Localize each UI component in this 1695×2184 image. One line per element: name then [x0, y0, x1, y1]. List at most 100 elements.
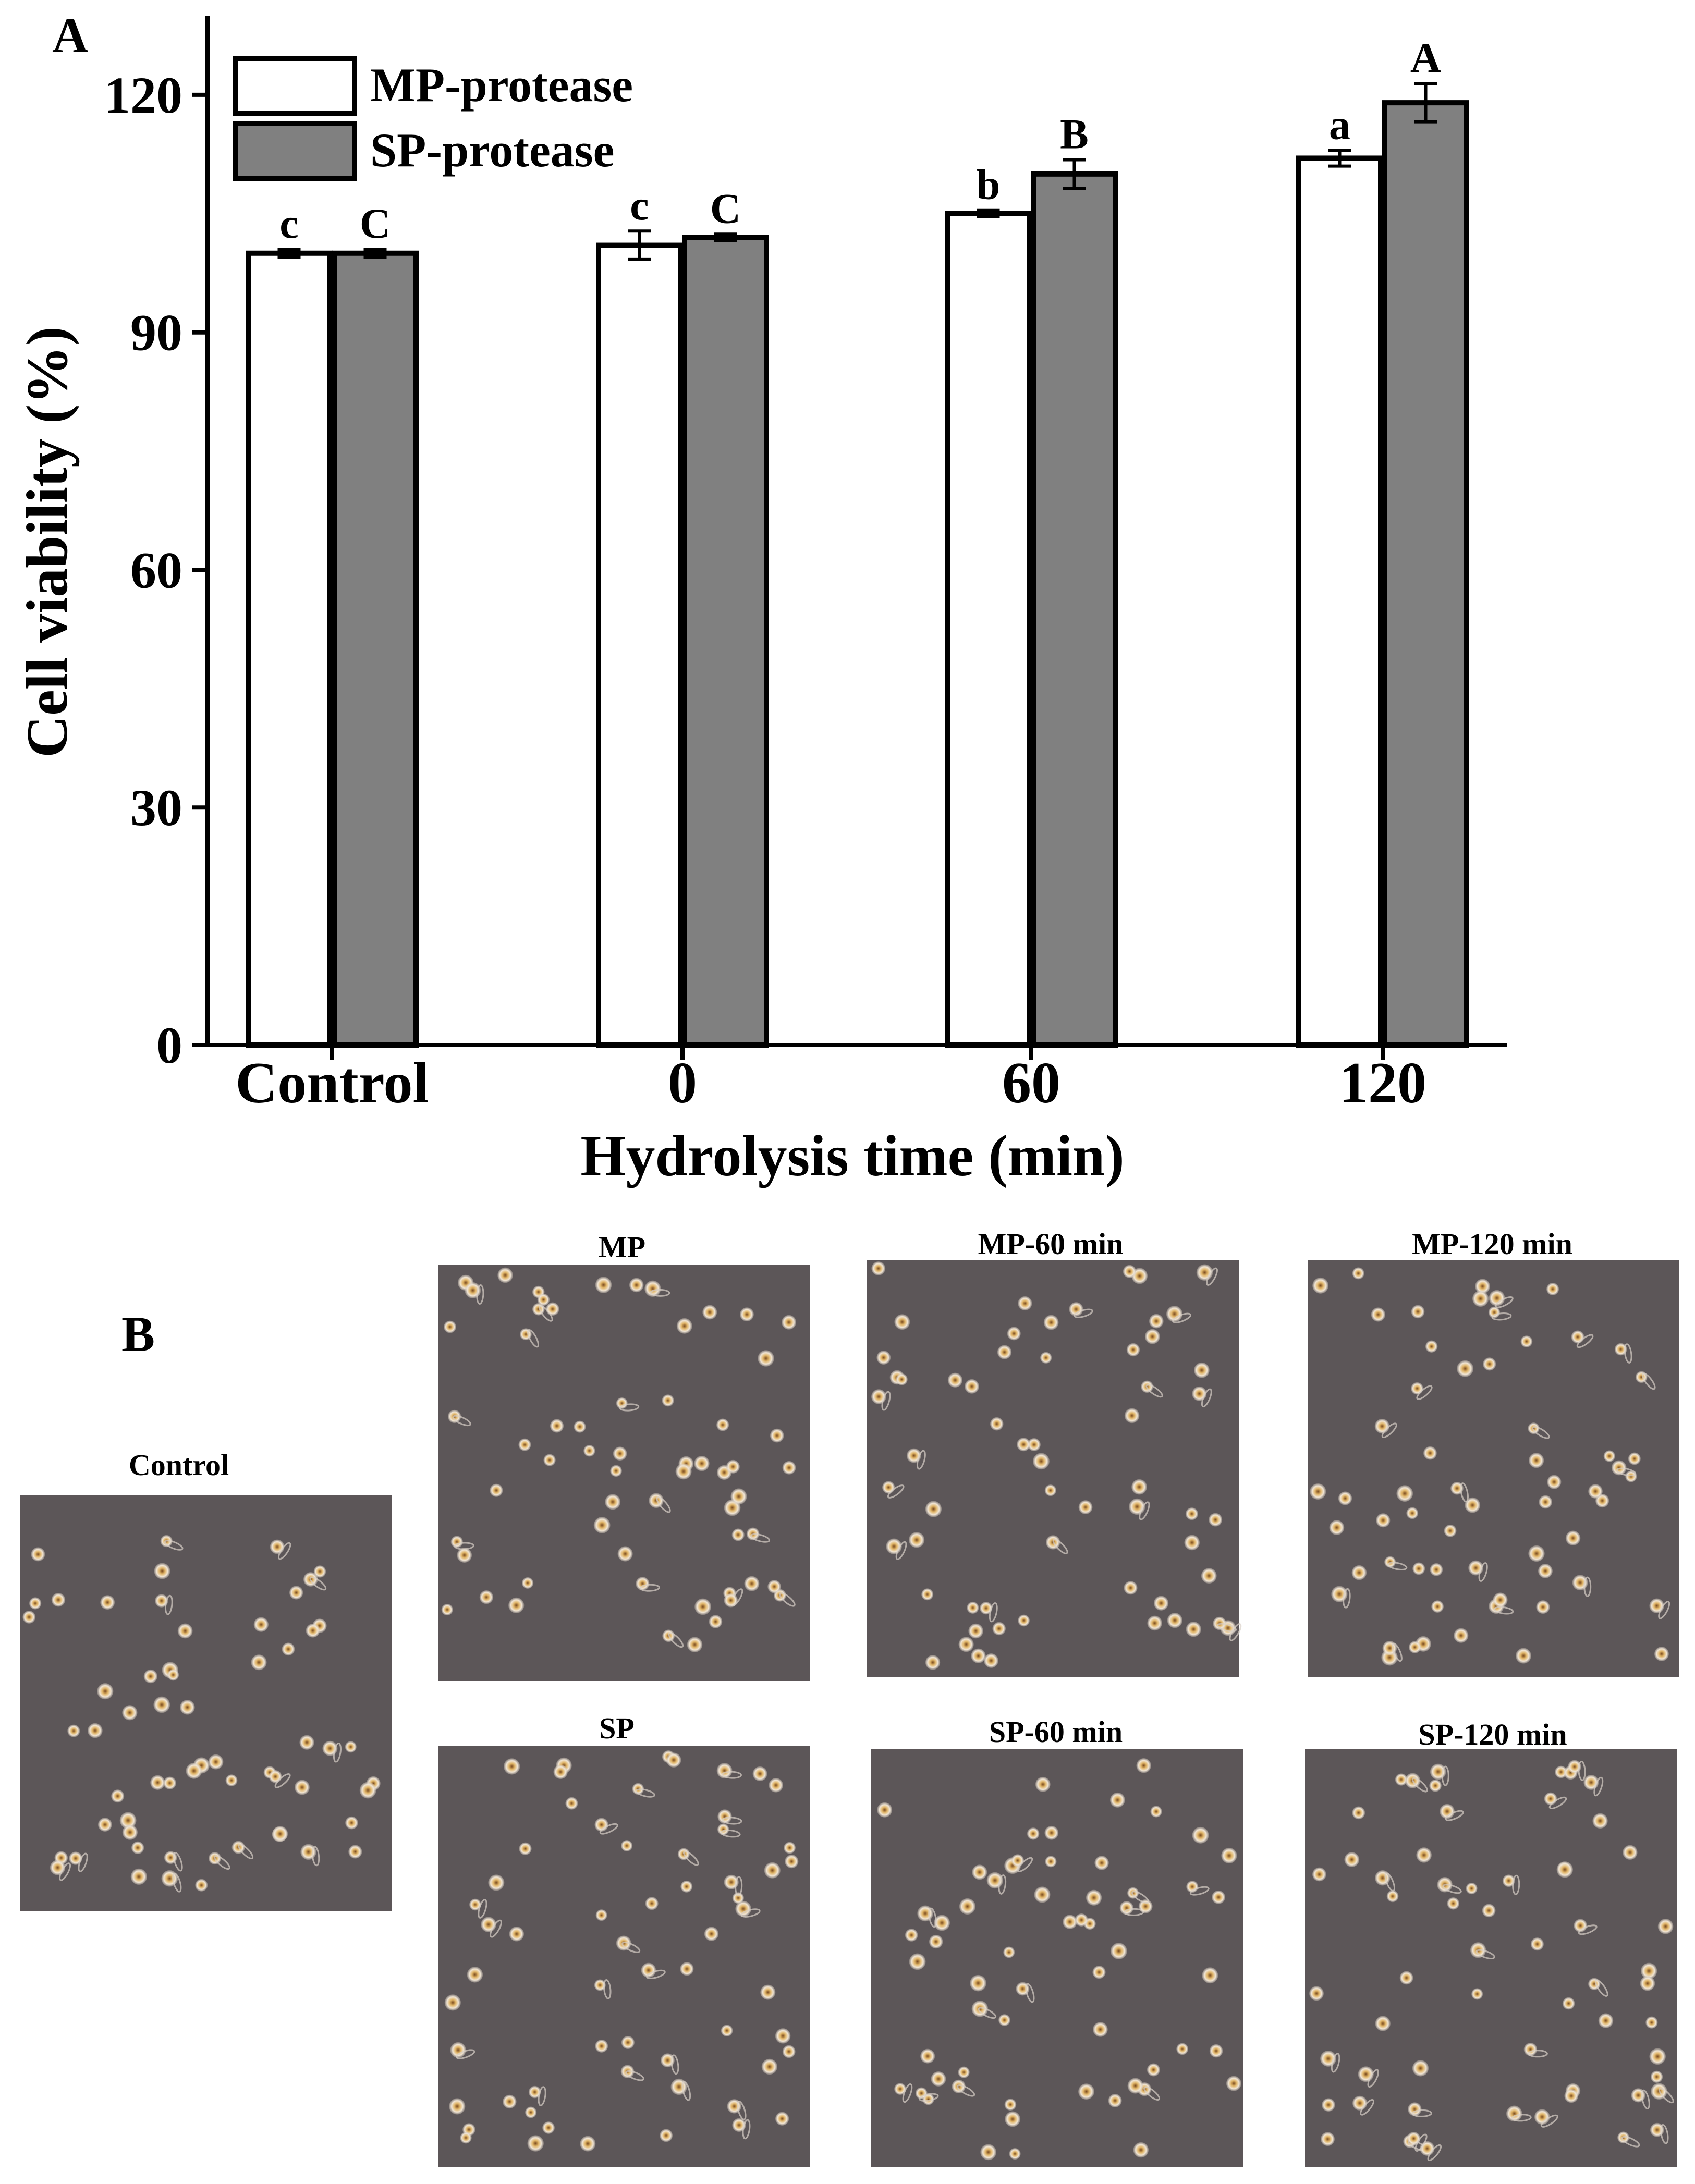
cell-dot — [51, 1593, 66, 1607]
cell-dot — [508, 1597, 525, 1614]
cell-process — [274, 1773, 291, 1788]
cell-dot — [1018, 1296, 1032, 1311]
cell-dot — [542, 2121, 555, 2134]
cell-process — [309, 1576, 327, 1591]
cell-dot — [306, 1623, 320, 1638]
cell-dot — [1416, 1847, 1432, 1863]
cell-process — [1017, 1857, 1033, 1872]
micrograph-cells — [441, 1267, 797, 1653]
bar-mp-protease — [945, 211, 1032, 1048]
cell-dot — [704, 1927, 719, 1941]
cell-dot — [1654, 1647, 1669, 1661]
x-axis-title: Hydrolysis time (min) — [580, 1124, 1124, 1188]
cell-dot — [1562, 1997, 1575, 2010]
cell-dot — [488, 1874, 505, 1891]
cell-dot — [1649, 1598, 1664, 1613]
cell-dot — [1108, 2094, 1122, 2107]
x-tick-label: Control — [235, 1051, 429, 1115]
panel-b-label: B — [121, 1306, 155, 1362]
cell-dot — [752, 1766, 767, 1781]
cell-dot — [1376, 1513, 1391, 1528]
cell-dot — [1547, 1475, 1562, 1489]
cell-process — [957, 2084, 975, 2097]
cell-dot — [503, 1758, 520, 1775]
cell-process — [1384, 1872, 1396, 1892]
cell-process — [1229, 1623, 1242, 1641]
cell-process — [1621, 2136, 1640, 2148]
cell-dot — [1475, 1279, 1490, 1294]
cell-dot — [1123, 1265, 1136, 1278]
cell-dot — [119, 1812, 137, 1829]
cell-dot — [441, 1603, 453, 1616]
cell-dot — [1127, 1887, 1139, 1899]
cell-process — [311, 1846, 320, 1867]
cell-dot — [1009, 2148, 1021, 2160]
cell-process — [1052, 1539, 1068, 1554]
error-bars — [277, 82, 1437, 261]
cell-dot — [1611, 1460, 1627, 1476]
cell-process — [1189, 1886, 1210, 1896]
cell-dot — [782, 1315, 797, 1330]
cell-dot — [1027, 1827, 1040, 1840]
cell-dot — [1075, 1913, 1088, 1927]
cell-dot — [1186, 1622, 1201, 1637]
cell-dot — [1045, 1856, 1057, 1868]
cell-process — [1201, 1388, 1212, 1408]
cell-dot — [694, 1455, 710, 1471]
cell-process — [1548, 1796, 1567, 1809]
cell-dot — [680, 1962, 694, 1976]
significance-letter: c — [630, 181, 649, 229]
significance-letter: c — [279, 200, 298, 247]
cell-dot — [1420, 2141, 1435, 2156]
micrograph-title-sp-120-min: SP-120 min — [1418, 1717, 1567, 1751]
cell-dot — [617, 1546, 633, 1562]
micrograph-cells — [444, 1750, 799, 2152]
micrograph-cells — [22, 1535, 381, 1893]
cell-dot — [1640, 1962, 1657, 1979]
micrograph-cells — [1310, 1267, 1670, 1666]
cell-dot — [1032, 1453, 1050, 1470]
cell-dot — [270, 1539, 285, 1554]
cell-process — [1624, 1343, 1632, 1364]
cell-dot — [1149, 1314, 1164, 1329]
cell-process — [172, 1872, 182, 1893]
cell-dot — [732, 1892, 744, 1904]
cell-dot — [143, 1669, 157, 1684]
cell-dot — [111, 1789, 125, 1803]
cell-dot — [934, 1915, 950, 1931]
cell-dot — [767, 1580, 781, 1593]
cell-dot — [980, 2144, 997, 2161]
cell-dot — [877, 1802, 893, 1818]
cell-dot — [289, 1586, 303, 1600]
cell-process — [1206, 1267, 1218, 1286]
cell-process — [639, 1584, 660, 1592]
cell-dot — [465, 1282, 481, 1299]
micrograph-cells — [1309, 1760, 1674, 2161]
significance-letter: b — [977, 161, 1001, 208]
cell-dot — [610, 1465, 622, 1477]
cell-dot — [1454, 1628, 1469, 1643]
cell-process — [164, 1594, 173, 1615]
micrograph-title-control: Control — [129, 1448, 229, 1482]
x-tick-label: 0 — [668, 1051, 697, 1115]
legend-swatch — [233, 56, 357, 116]
cell-dot — [775, 2028, 791, 2044]
y-tick-label: 0 — [156, 1016, 182, 1074]
cell-dot — [1466, 1882, 1478, 1895]
cell-dot — [621, 1840, 633, 1852]
bar-mp-protease — [596, 242, 683, 1048]
cell-dot — [1322, 2098, 1335, 2112]
significance-letter: C — [710, 185, 741, 232]
cell-dot — [1572, 1575, 1588, 1591]
cell-process — [78, 1852, 88, 1872]
cell-dot — [1528, 1545, 1545, 1562]
micrograph-mp: MP — [438, 1230, 810, 1681]
cell-dot — [299, 1735, 314, 1750]
cell-dot — [998, 2014, 1010, 2026]
cell-dot — [521, 1577, 534, 1589]
cell-dot — [760, 1984, 776, 2000]
cell-dot — [1226, 2076, 1241, 2091]
cell-dot — [1184, 1535, 1200, 1551]
cell-process — [1660, 2124, 1669, 2144]
cell-dot — [1429, 1779, 1442, 1792]
